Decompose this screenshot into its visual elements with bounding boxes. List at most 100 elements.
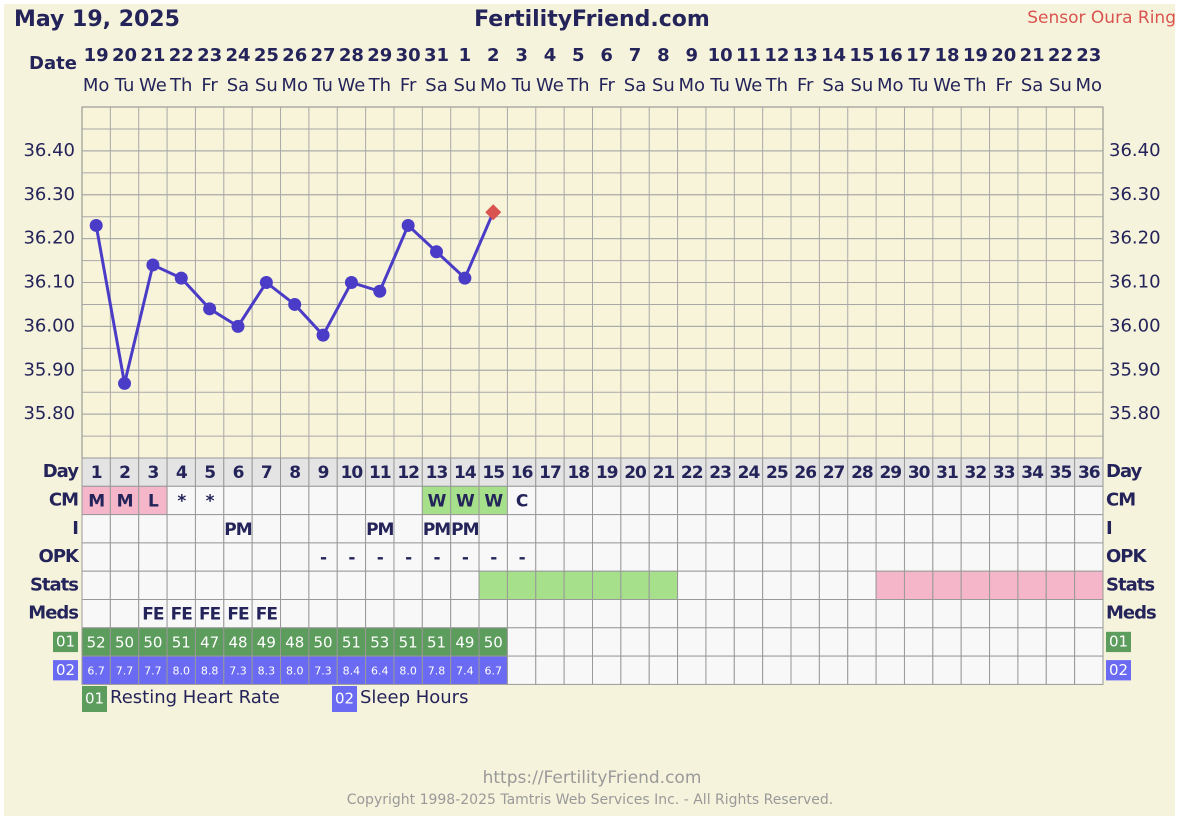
cell-text: 48 [228, 633, 247, 651]
cell [563, 514, 594, 544]
cell [506, 655, 537, 685]
date-number: 18 [934, 45, 959, 66]
row-label: 02 [56, 661, 75, 679]
cell [393, 485, 423, 516]
cell [705, 514, 735, 544]
weekday: Sa [1021, 75, 1043, 96]
cell [535, 485, 565, 516]
cell [194, 599, 225, 629]
cell [903, 542, 934, 572]
cell [592, 627, 622, 657]
weekday: Tu [908, 75, 929, 96]
cell [194, 570, 225, 601]
cell [421, 570, 452, 601]
cell [705, 485, 735, 516]
cell [138, 570, 168, 601]
cell [733, 485, 764, 516]
temperature-point [288, 297, 302, 311]
cell [393, 655, 423, 685]
cell [280, 485, 310, 516]
cell [592, 599, 622, 629]
cell-text: 8.3 [258, 664, 276, 677]
cell [790, 485, 820, 516]
cell [280, 457, 310, 487]
cell-text: 50 [115, 633, 134, 651]
weekday: We [536, 75, 564, 96]
cell-text: M [117, 491, 133, 511]
date-number: 9 [685, 45, 698, 66]
cell [705, 655, 735, 685]
cell-text: 21 [653, 463, 675, 483]
cell [251, 457, 282, 487]
cell [677, 599, 707, 629]
date-number: 12 [764, 45, 789, 66]
cell [506, 485, 537, 516]
cell-text: 10 [341, 463, 364, 483]
row-label: Day [43, 461, 80, 482]
cell [563, 457, 594, 487]
date-number: 31 [424, 45, 449, 66]
cell [1074, 627, 1104, 657]
cell [960, 655, 991, 685]
cell-text: - [462, 548, 469, 568]
cell-text: 8.0 [173, 664, 191, 677]
cell [506, 457, 537, 487]
cell [506, 599, 537, 629]
cell-text: W [484, 491, 503, 511]
date-number: 5 [572, 45, 585, 66]
y-tick-label: 36.20 [23, 228, 75, 249]
temperature-point [458, 271, 472, 285]
y-tick-label: 36.30 [23, 184, 75, 205]
cell-text: 50 [314, 633, 333, 651]
cell [960, 570, 991, 601]
cell-text: 26 [794, 463, 816, 483]
cell-text: 20 [624, 463, 647, 483]
cell [478, 599, 508, 629]
cell [336, 514, 367, 544]
cell-text: - [490, 548, 497, 568]
weekday: Fr [797, 75, 814, 96]
cell [648, 514, 679, 544]
date-number: 20 [112, 45, 137, 66]
cell [393, 457, 423, 487]
date-number: 3 [515, 45, 528, 66]
cell [762, 627, 792, 657]
weekday: Th [368, 75, 391, 96]
cell [365, 485, 395, 516]
cell [705, 599, 735, 629]
cell [960, 485, 991, 516]
cell [677, 514, 707, 544]
weekday: Su [255, 75, 278, 96]
cell [989, 542, 1019, 572]
cell-text: 18 [567, 463, 589, 483]
date-number: 26 [282, 45, 307, 66]
cell-text: 23 [709, 463, 731, 483]
cell-text: 7 [261, 463, 272, 483]
cell [251, 542, 282, 572]
chart-date: May 19, 2025 [14, 7, 180, 32]
weekday: Su [453, 75, 476, 96]
temperature-point [259, 276, 273, 289]
cell-text: - [320, 548, 327, 568]
cell [875, 457, 905, 487]
cell [648, 570, 679, 601]
row-badge-right [1106, 631, 1131, 653]
temperature-point [373, 284, 387, 298]
date-number: 27 [311, 45, 336, 66]
cell [563, 485, 594, 516]
cell [705, 542, 735, 572]
y-tick-label: 36.40 [23, 140, 75, 161]
row-label-right: I [1106, 518, 1112, 539]
cell [109, 514, 140, 544]
cell [762, 570, 792, 601]
cell [818, 514, 849, 544]
cell-text: 28 [851, 463, 873, 483]
cell [109, 655, 140, 685]
weekday: Mo [281, 75, 308, 96]
cell [563, 627, 594, 657]
cell [1017, 599, 1047, 629]
cell [733, 514, 764, 544]
cell [932, 542, 962, 572]
cell-text: 52 [87, 633, 106, 651]
weekday: We [139, 75, 167, 96]
